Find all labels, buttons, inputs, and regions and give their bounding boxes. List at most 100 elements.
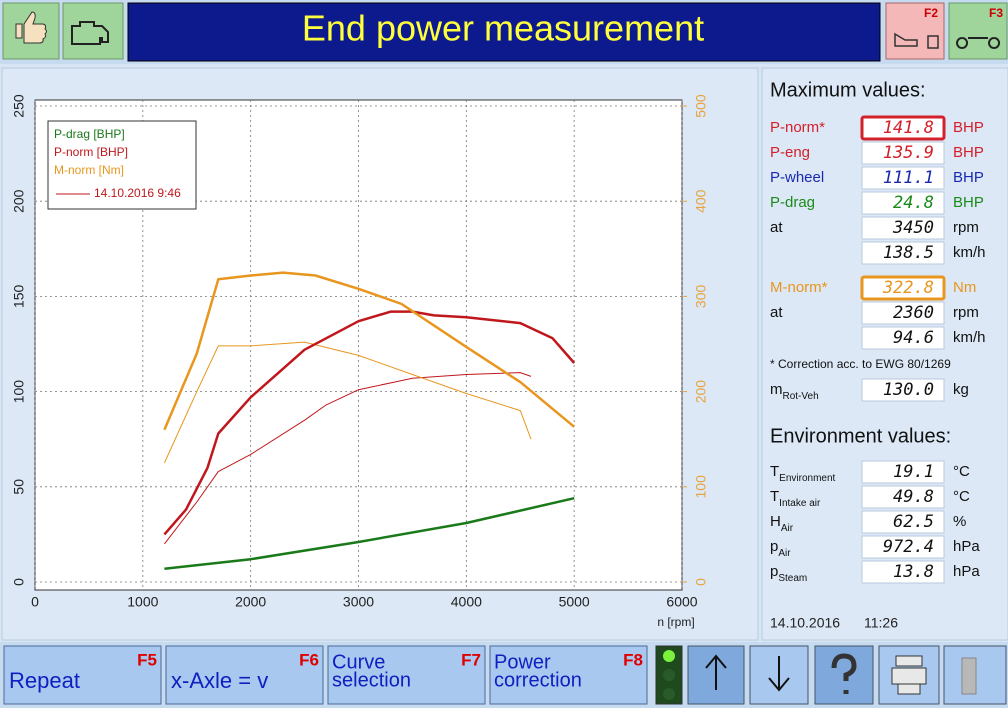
ok-button[interactable]	[2, 2, 60, 60]
value-unit: BHP	[953, 144, 984, 161]
value-unit: °C	[953, 488, 970, 505]
button-label: Repeat	[9, 668, 80, 693]
button-label: selection	[332, 669, 411, 691]
value-label-main: m	[770, 381, 783, 398]
value-display: 111.1	[883, 168, 934, 188]
series-line	[163, 310, 576, 536]
value-display: 141.8	[883, 118, 934, 138]
value-display: 13.8	[893, 562, 934, 582]
function-button[interactable]	[3, 645, 162, 705]
exit-icon	[961, 657, 977, 695]
value-label: at	[770, 304, 783, 321]
x-axis-label: n [rpm]	[657, 615, 694, 629]
value-box	[861, 216, 945, 240]
value-label: HAir	[770, 513, 794, 534]
value-display: 62.5	[893, 512, 934, 532]
value-display: 3450	[892, 218, 934, 238]
value-unit: hPa	[953, 538, 980, 555]
f2-key: F2	[924, 6, 938, 20]
value-box	[861, 191, 945, 215]
value-label-sub: Intake air	[779, 498, 821, 509]
button-label: x-Axle = v	[171, 668, 268, 693]
button-label: Power	[494, 651, 551, 673]
value-display: 972.4	[883, 537, 934, 557]
x-tick-label: 6000	[666, 594, 697, 610]
note: * Correction acc. to EWG 80/1269	[770, 357, 951, 371]
y-tick-label: 100	[11, 380, 27, 404]
light-off	[663, 688, 675, 700]
x-tick-label: 3000	[343, 594, 374, 610]
title-bar	[127, 2, 881, 62]
legend-entry: P-drag [BHP]	[54, 127, 125, 141]
value-label: pAir	[770, 538, 791, 559]
x-tick-label: 2000	[235, 594, 266, 610]
y-tick-label: 150	[11, 285, 27, 309]
value-label-sub: Rot-Veh	[783, 391, 819, 402]
value-label: pSteam	[770, 563, 807, 584]
value-display: 24.8	[893, 193, 934, 213]
value-label-main: H	[770, 513, 781, 530]
value-label: TIntake air	[770, 488, 821, 509]
value-box	[861, 166, 945, 190]
help-icon	[831, 653, 857, 694]
value-unit: hPa	[953, 563, 980, 580]
x-tick-label: 4000	[451, 594, 482, 610]
function-key: F7	[461, 650, 481, 669]
value-unit: BHP	[953, 194, 984, 211]
status-time: 11:26	[864, 615, 898, 631]
function-button[interactable]	[489, 645, 648, 705]
value-unit: kg	[953, 381, 969, 398]
value-box	[861, 535, 945, 559]
y-tick-label: 0	[11, 578, 27, 586]
x-tick-label: 0	[31, 594, 39, 610]
value-label: M-norm*	[770, 279, 828, 296]
value-unit: BHP	[953, 169, 984, 186]
value-display: 49.8	[893, 487, 934, 507]
f3-icon	[956, 37, 1001, 49]
value-box	[860, 275, 946, 301]
function-button[interactable]	[327, 645, 486, 705]
value-unit: km/h	[953, 244, 986, 261]
value-label: at	[770, 219, 783, 236]
y2-tick-label: 200	[693, 380, 709, 404]
function-button[interactable]	[165, 645, 324, 705]
y-tick-label: 200	[11, 189, 27, 213]
value-display: 138.5	[883, 243, 934, 263]
title: End power measurement	[302, 8, 704, 49]
f2-icon	[894, 32, 939, 49]
value-display: 130.0	[883, 380, 934, 400]
panel-title: Maximum values:	[770, 79, 926, 101]
engine-icon	[71, 21, 109, 45]
function-key: F5	[137, 650, 157, 669]
value-label: P-drag	[770, 194, 815, 211]
value-box	[861, 485, 945, 509]
value-label-main: T	[770, 488, 779, 505]
status-date: 14.10.2016	[770, 615, 840, 631]
value-unit: Nm	[953, 279, 976, 296]
x-tick-label: 1000	[127, 594, 158, 610]
legend-entry: 14.10.2016 9:46	[94, 186, 181, 200]
value-label-sub: Steam	[778, 573, 807, 584]
button-label: correction	[494, 669, 582, 691]
value-label: P-eng	[770, 144, 810, 161]
value-label-main: T	[770, 463, 779, 480]
value-label: P-wheel	[770, 169, 824, 186]
f2-button[interactable]	[885, 2, 945, 60]
value-unit: BHP	[953, 119, 984, 136]
value-box	[861, 560, 945, 584]
value-box	[861, 241, 945, 265]
value-unit: rpm	[953, 304, 979, 321]
function-key: F6	[299, 650, 319, 669]
y2-tick-label: 500	[693, 94, 709, 118]
value-box	[861, 460, 945, 484]
legend-entry: P-norm [BHP]	[54, 145, 128, 159]
y-tick-label: 250	[11, 94, 27, 118]
light-on	[663, 650, 675, 662]
value-label: mRot-Veh	[770, 381, 819, 402]
value-label-main: p	[770, 538, 778, 555]
value-label-sub: Air	[778, 548, 791, 559]
panel-title: Environment values:	[770, 425, 951, 447]
f3-button[interactable]	[948, 2, 1008, 60]
value-box	[861, 326, 945, 350]
